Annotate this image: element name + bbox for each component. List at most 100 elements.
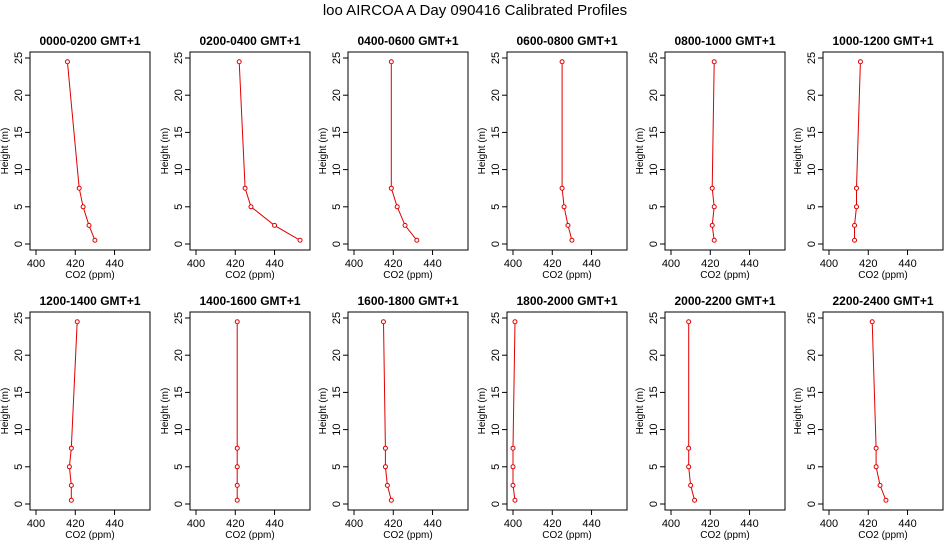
- y-tick-label: 0: [13, 501, 25, 507]
- x-axis-label: CO2 (ppm): [383, 530, 432, 541]
- y-tick-label: 15: [331, 126, 343, 138]
- data-point: [382, 445, 388, 451]
- x-tick-label: 420: [66, 258, 84, 270]
- series-line: [688, 321, 696, 501]
- profile-panel: 1800-2000 GMT+1 400 420 440 0 5 10 15 20 25 CO2 (p…: [477, 294, 628, 541]
- data-point: [68, 482, 74, 488]
- x-tick-label: 420: [859, 518, 877, 530]
- panel-title: 2200-2400 GMT+1: [832, 294, 933, 308]
- x-tick-label: 400: [27, 258, 45, 270]
- data-point: [686, 464, 692, 470]
- data-point: [559, 59, 565, 65]
- y-tick-label: 15: [331, 386, 343, 398]
- x-tick-label: 440: [265, 518, 283, 530]
- x-tick-label: 440: [105, 258, 123, 270]
- profile-panel: 0200-0400 GMT+1 400 420 440 0 5 10 15 20 25 CO2 (p…: [160, 34, 311, 281]
- y-tick-label: 25: [13, 52, 25, 64]
- y-axis-label: Height (m): [318, 128, 329, 175]
- x-axis-label: CO2 (ppm): [65, 270, 114, 281]
- plot-frame: [189, 51, 311, 251]
- data-point: [512, 497, 518, 503]
- x-tick-label: 420: [226, 518, 244, 530]
- x-axis-label: CO2 (ppm): [225, 530, 274, 541]
- data-point: [711, 59, 717, 65]
- y-tick-label: 5: [331, 464, 343, 470]
- y-tick-label: 20: [173, 89, 185, 101]
- series-line: [68, 321, 78, 501]
- x-tick-label: 400: [662, 258, 680, 270]
- y-tick-label: 15: [13, 126, 25, 138]
- y-tick-label: 20: [806, 349, 818, 361]
- data-point: [68, 497, 74, 503]
- y-tick-label: 10: [173, 163, 185, 175]
- profile-panel: 0000-0200 GMT+1 400 420 440 0 5 10 15 20 25 CO2 (p…: [0, 34, 151, 281]
- panel-title: 2000-2200 GMT+1: [674, 294, 775, 308]
- x-tick-label: 420: [701, 518, 719, 530]
- profile-panel: 1600-1800 GMT+1 400 420 440 0 5 10 15 20 25 CO2 (p…: [318, 294, 469, 541]
- y-tick-label: 25: [806, 312, 818, 324]
- data-point: [382, 464, 388, 470]
- data-point: [394, 204, 400, 210]
- data-point: [692, 497, 698, 503]
- data-point: [510, 464, 516, 470]
- data-point: [510, 445, 516, 451]
- y-tick-label: 25: [173, 52, 185, 64]
- y-tick-label: 20: [173, 349, 185, 361]
- y-tick-label: 0: [648, 501, 660, 507]
- y-tick-label: 10: [13, 163, 25, 175]
- x-tick-label: 440: [582, 518, 600, 530]
- panel-title: 1000-1200 GMT+1: [832, 34, 933, 48]
- data-point: [852, 222, 858, 228]
- y-tick-label: 15: [490, 386, 502, 398]
- plot-frame: [29, 51, 151, 251]
- data-point: [234, 482, 240, 488]
- x-tick-label: 440: [898, 518, 916, 530]
- x-tick-label: 440: [423, 258, 441, 270]
- panel-title: 1200-1400 GMT+1: [39, 294, 140, 308]
- series-line: [66, 61, 96, 241]
- y-tick-label: 20: [13, 89, 25, 101]
- data-point: [234, 464, 240, 470]
- y-tick-label: 5: [13, 204, 25, 210]
- y-axis-label: Height (m): [160, 128, 171, 175]
- y-tick-label: 15: [173, 126, 185, 138]
- profile-panel: 1000-1200 GMT+1 400 420 440 0 5 10 15 20 25 CO2 (p…: [793, 34, 944, 281]
- data-point: [711, 237, 717, 243]
- data-point: [388, 497, 394, 503]
- y-tick-label: 0: [806, 501, 818, 507]
- panel-title: 1800-2000 GMT+1: [516, 294, 617, 308]
- data-point: [236, 59, 242, 65]
- x-axis-label: CO2 (ppm): [700, 530, 749, 541]
- x-axis-label: CO2 (ppm): [383, 270, 432, 281]
- data-point: [853, 204, 859, 210]
- plot-frame: [506, 311, 628, 511]
- x-tick-label: 440: [265, 258, 283, 270]
- y-tick-label: 5: [648, 204, 660, 210]
- y-tick-label: 15: [806, 386, 818, 398]
- y-tick-label: 25: [806, 52, 818, 64]
- series-line: [871, 321, 887, 501]
- x-tick-label: 400: [345, 258, 363, 270]
- x-axis-label: CO2 (ppm): [542, 530, 591, 541]
- y-axis-label: Height (m): [793, 128, 804, 175]
- y-tick-label: 5: [331, 204, 343, 210]
- data-point: [869, 319, 875, 325]
- plot-frame: [664, 311, 786, 511]
- y-tick-label: 10: [806, 163, 818, 175]
- data-point: [559, 185, 565, 191]
- series-line: [383, 321, 392, 501]
- y-axis-label: Height (m): [160, 388, 171, 435]
- y-tick-label: 10: [13, 423, 25, 435]
- data-point: [510, 482, 516, 488]
- panel-title: 0400-0600 GMT+1: [357, 34, 458, 48]
- data-point: [272, 222, 278, 228]
- profile-panel: 1200-1400 GMT+1 400 420 440 0 5 10 15 20 25 CO2 (p…: [0, 294, 151, 541]
- x-tick-label: 440: [423, 518, 441, 530]
- x-tick-label: 400: [820, 258, 838, 270]
- y-tick-label: 10: [490, 423, 502, 435]
- x-tick-label: 440: [740, 518, 758, 530]
- y-tick-label: 10: [331, 423, 343, 435]
- y-tick-label: 5: [490, 204, 502, 210]
- data-point: [297, 237, 303, 243]
